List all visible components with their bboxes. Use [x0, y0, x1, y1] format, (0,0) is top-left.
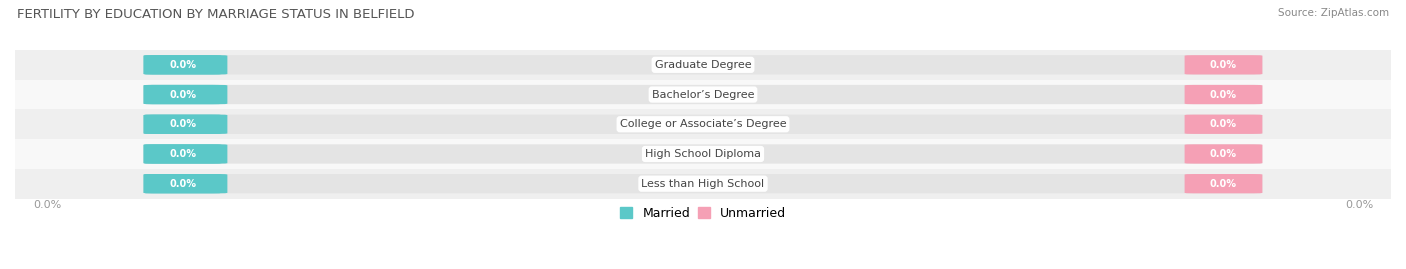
- FancyBboxPatch shape: [143, 144, 221, 164]
- FancyBboxPatch shape: [1185, 55, 1263, 75]
- Text: College or Associate’s Degree: College or Associate’s Degree: [620, 119, 786, 129]
- Text: 0.0%: 0.0%: [1211, 90, 1237, 100]
- FancyBboxPatch shape: [1185, 174, 1263, 193]
- FancyBboxPatch shape: [143, 55, 228, 75]
- FancyBboxPatch shape: [143, 144, 1263, 164]
- Text: 0.0%: 0.0%: [1211, 149, 1237, 159]
- FancyBboxPatch shape: [143, 144, 228, 164]
- Bar: [15, 169, 1391, 199]
- FancyBboxPatch shape: [1185, 144, 1263, 164]
- FancyBboxPatch shape: [143, 85, 221, 104]
- FancyBboxPatch shape: [143, 85, 1263, 104]
- FancyBboxPatch shape: [143, 174, 221, 193]
- FancyBboxPatch shape: [143, 115, 1263, 134]
- Bar: [15, 80, 1391, 109]
- Legend: Married, Unmarried: Married, Unmarried: [614, 202, 792, 225]
- Bar: [15, 109, 1391, 139]
- FancyBboxPatch shape: [143, 174, 228, 193]
- FancyBboxPatch shape: [143, 55, 1263, 75]
- FancyBboxPatch shape: [143, 55, 221, 75]
- Text: 0.0%: 0.0%: [169, 90, 195, 100]
- Bar: [15, 139, 1391, 169]
- Text: 0.0%: 0.0%: [169, 60, 195, 70]
- Text: 0.0%: 0.0%: [1211, 179, 1237, 189]
- Bar: [15, 50, 1391, 80]
- Text: FERTILITY BY EDUCATION BY MARRIAGE STATUS IN BELFIELD: FERTILITY BY EDUCATION BY MARRIAGE STATU…: [17, 8, 415, 21]
- FancyBboxPatch shape: [143, 115, 228, 134]
- Text: 0.0%: 0.0%: [1344, 200, 1374, 210]
- FancyBboxPatch shape: [1185, 115, 1263, 134]
- Text: 0.0%: 0.0%: [32, 200, 62, 210]
- Text: 0.0%: 0.0%: [169, 119, 195, 129]
- Text: Source: ZipAtlas.com: Source: ZipAtlas.com: [1278, 8, 1389, 18]
- FancyBboxPatch shape: [143, 115, 221, 134]
- Text: 0.0%: 0.0%: [169, 179, 195, 189]
- FancyBboxPatch shape: [1185, 85, 1263, 104]
- Text: Less than High School: Less than High School: [641, 179, 765, 189]
- FancyBboxPatch shape: [143, 85, 228, 104]
- Text: 0.0%: 0.0%: [1211, 60, 1237, 70]
- Text: High School Diploma: High School Diploma: [645, 149, 761, 159]
- Text: Graduate Degree: Graduate Degree: [655, 60, 751, 70]
- FancyBboxPatch shape: [143, 174, 1263, 193]
- Text: 0.0%: 0.0%: [1211, 119, 1237, 129]
- Text: Bachelor’s Degree: Bachelor’s Degree: [652, 90, 754, 100]
- Text: 0.0%: 0.0%: [169, 149, 195, 159]
